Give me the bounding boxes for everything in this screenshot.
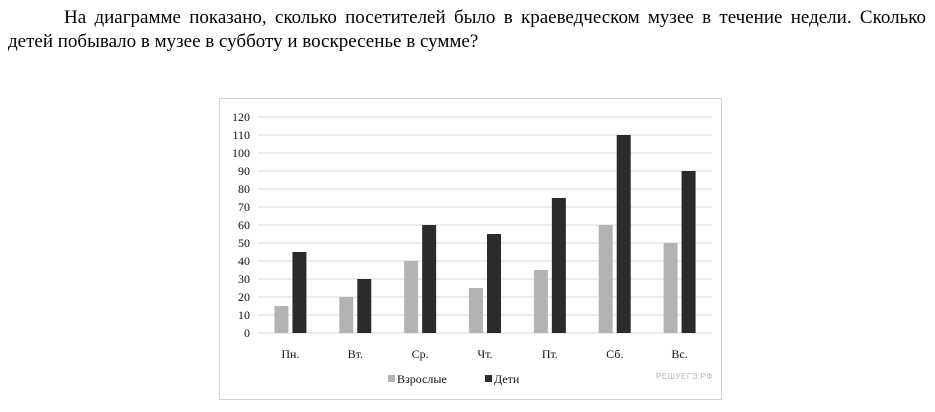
question-body: На диаграмме показано, сколько посетител… xyxy=(8,7,926,52)
y-tick-label: 40 xyxy=(238,254,250,268)
x-tick-label: Сб. xyxy=(606,347,623,361)
bar-children xyxy=(681,171,696,333)
y-tick-label: 110 xyxy=(232,128,250,142)
y-tick-label: 50 xyxy=(238,236,250,250)
y-tick-label: 80 xyxy=(238,182,250,196)
legend-label-adults: Взрослые xyxy=(397,372,447,386)
y-tick-label: 90 xyxy=(238,164,250,178)
bar-chart-svg: 0 10 20 30 40 50 60 70 80 90 100 110 120 Пн. Вт. Ср. Чт.… xyxy=(232,110,712,386)
legend-label-children: Дети xyxy=(494,372,520,386)
bar-children xyxy=(551,198,566,333)
bar-children xyxy=(616,135,631,333)
y-tick-label: 70 xyxy=(238,200,250,214)
bar-adults xyxy=(404,261,419,333)
y-tick-label: 0 xyxy=(244,326,250,340)
legend-swatch-adults xyxy=(388,375,395,382)
question-text: На диаграмме показано, сколько посетител… xyxy=(8,6,926,54)
bar-children xyxy=(422,225,437,333)
y-tick-label: 10 xyxy=(238,308,250,322)
bar-adults xyxy=(274,306,289,333)
bar-adults xyxy=(339,297,354,333)
y-tick-label: 30 xyxy=(238,272,250,286)
bar-children xyxy=(292,252,307,333)
x-tick-label: Вс. xyxy=(671,347,687,361)
bar-children xyxy=(357,279,372,333)
x-tick-label: Ср. xyxy=(412,347,429,361)
y-tick-label: 20 xyxy=(238,290,250,304)
legend-swatch-children xyxy=(485,375,492,382)
bar-adults xyxy=(533,270,548,333)
x-tick-label: Вт. xyxy=(348,347,363,361)
y-tick-label: 100 xyxy=(232,146,250,160)
y-tick-label: 120 xyxy=(232,110,250,124)
bar-chart: 0 10 20 30 40 50 60 70 80 90 100 110 120 Пн. Вт. Ср. Чт.… xyxy=(219,98,722,400)
y-tick-label: 60 xyxy=(238,218,250,232)
bar-adults xyxy=(663,243,678,333)
watermark: РЕШУЕГЭ.РФ xyxy=(655,372,713,381)
x-tick-label: Пт. xyxy=(542,347,558,361)
bar-adults xyxy=(469,288,483,333)
x-tick-label: Чт. xyxy=(477,347,492,361)
bar-children xyxy=(487,234,501,333)
bar-adults xyxy=(598,225,613,333)
x-tick-label: Пн. xyxy=(281,347,299,361)
